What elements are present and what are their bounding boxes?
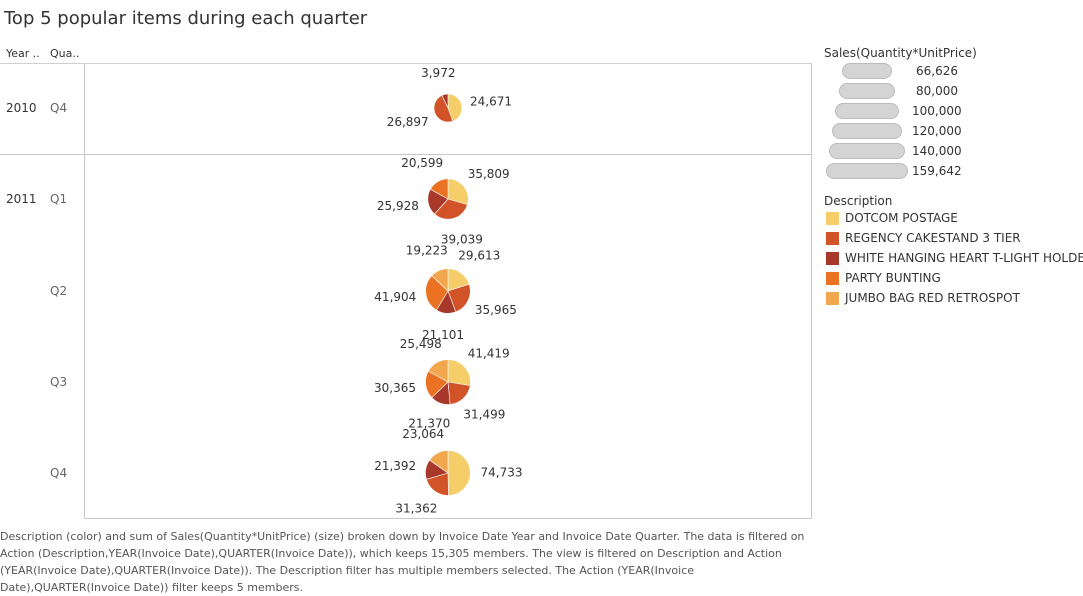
pie-slice[interactable]	[431, 268, 449, 292]
row-quarter-label: Q4	[50, 101, 68, 115]
pie-slice-label: 35,809	[468, 167, 510, 181]
pie-slice-label: 3,972	[421, 66, 455, 80]
size-legend-shape	[832, 123, 902, 139]
pie-slice[interactable]	[434, 198, 468, 220]
pie-slice-label: 25,498	[400, 337, 442, 351]
pie-slice-label: 23,064	[402, 427, 444, 441]
chart-pane	[84, 63, 812, 519]
color-swatch	[826, 212, 839, 225]
pie-slice-label: 19,223	[406, 244, 448, 258]
size-legend-shape	[835, 103, 899, 119]
column-header-quarter[interactable]: Qua..	[50, 47, 80, 60]
size-legend-value: 140,000	[912, 144, 962, 158]
color-legend-title: Description	[824, 194, 893, 208]
size-legend-value: 120,000	[912, 124, 962, 138]
pie-slice[interactable]	[429, 450, 449, 474]
pie-slice-label: 25,928	[377, 199, 419, 213]
pie-slice[interactable]	[433, 94, 454, 123]
size-legend-item: 159,642	[826, 162, 966, 180]
size-legend-value: 100,000	[912, 104, 962, 118]
size-legend-value: 66,626	[916, 64, 958, 78]
color-legend-item[interactable]: REGENCY CAKESTAND 3 TIER	[826, 231, 1083, 247]
color-legend-label: DOTCOM POSTAGE	[845, 211, 958, 225]
size-legend-item: 66,626	[826, 62, 966, 80]
color-swatch	[826, 292, 839, 305]
pie-slice-label: 21,101	[422, 328, 464, 342]
size-legend-item: 120,000	[826, 122, 966, 140]
column-header-year[interactable]: Year ..	[6, 47, 40, 60]
row-year-label: 2011	[6, 192, 37, 206]
size-legend-item: 100,000	[826, 102, 966, 120]
color-legend-item[interactable]: DOTCOM POSTAGE	[826, 211, 1083, 227]
pie-slice-label: 74,733	[481, 466, 523, 480]
pie-slice[interactable]	[447, 359, 471, 386]
pie-slice[interactable]	[447, 93, 463, 122]
color-legend-label: JUMBO BAG RED RETROSPOT	[845, 291, 1020, 305]
color-swatch	[826, 272, 839, 285]
pie-slice[interactable]	[425, 275, 449, 311]
pie-1[interactable]: 35,809 39,039 25,928 20,599	[377, 156, 510, 247]
size-legend-title: Sales(Quantity*UnitPrice)	[824, 46, 977, 60]
color-legend-label: WHITE HANGING HEART T-LIGHT HOLDER	[845, 251, 1083, 265]
pie-slice-label: 31,499	[463, 407, 505, 421]
pie-slice[interactable]	[429, 178, 449, 200]
color-legend-label: PARTY BUNTING	[845, 271, 941, 285]
row-quarter-label: Q4	[50, 466, 68, 480]
pie-slice-label: 35,965	[475, 303, 517, 317]
pie-slice-label: 30,365	[374, 381, 416, 395]
row-quarter-label: Q3	[50, 375, 68, 389]
pie-slice-label: 41,419	[468, 346, 510, 360]
pie-slice[interactable]	[441, 93, 449, 109]
pie-slice-label: 29,613	[458, 248, 500, 262]
color-legend-item[interactable]: JUMBO BAG RED RETROSPOT	[826, 291, 1083, 307]
pie-slice-label: 21,370	[408, 416, 450, 430]
size-legend-item: 80,000	[826, 82, 966, 100]
color-legend-item[interactable]: PARTY BUNTING	[826, 271, 1083, 287]
color-legend-item[interactable]: WHITE HANGING HEART T-LIGHT HOLDER	[826, 251, 1083, 267]
header-divider	[0, 63, 812, 64]
size-legend-shape	[842, 63, 892, 79]
pie-slice[interactable]	[447, 381, 471, 405]
size-legend-value: 80,000	[916, 84, 958, 98]
pie-slice-label: 26,897	[387, 115, 429, 129]
pie-2[interactable]: 29,613 35,965 21,101 41,904 19,223	[374, 244, 517, 342]
pie-slice-label: 41,904	[374, 290, 416, 304]
pie-slice-label: 20,599	[401, 156, 443, 170]
chart-title: Top 5 popular items during each quarter	[4, 8, 368, 29]
size-legend-shape	[839, 83, 895, 99]
size-legend-item: 140,000	[826, 142, 966, 160]
color-legend-label: REGENCY CAKESTAND 3 TIER	[845, 231, 1021, 245]
pie-slice-label: 31,362	[395, 502, 437, 516]
pie-4[interactable]: 74,733 31,362 21,392 23,064	[374, 427, 522, 516]
pie-slice[interactable]	[447, 178, 469, 206]
row-quarter-label: Q1	[50, 192, 68, 206]
color-swatch	[826, 232, 839, 245]
size-legend-value: 159,642	[912, 164, 962, 178]
chart-caption: Description (color) and sum of Sales(Qua…	[0, 530, 805, 594]
pie-3[interactable]: 41,419 31,499 21,370 30,365 25,498	[374, 337, 510, 430]
pie-slice-label: 39,039	[441, 232, 483, 246]
year-divider	[0, 154, 812, 155]
size-legend-shape	[826, 163, 908, 179]
row-year-label: 2010	[6, 101, 37, 115]
pie-0[interactable]: 24,671 26,897 3,972	[387, 66, 512, 129]
pie-slice-label: 24,671	[470, 95, 512, 109]
row-quarter-label: Q2	[50, 284, 68, 298]
pie-slice[interactable]	[427, 359, 449, 383]
pie-slice[interactable]	[447, 450, 471, 496]
color-swatch	[826, 252, 839, 265]
size-legend-shape	[829, 143, 905, 159]
pie-slice-label: 21,392	[374, 459, 416, 473]
pie-slice[interactable]	[447, 283, 471, 313]
